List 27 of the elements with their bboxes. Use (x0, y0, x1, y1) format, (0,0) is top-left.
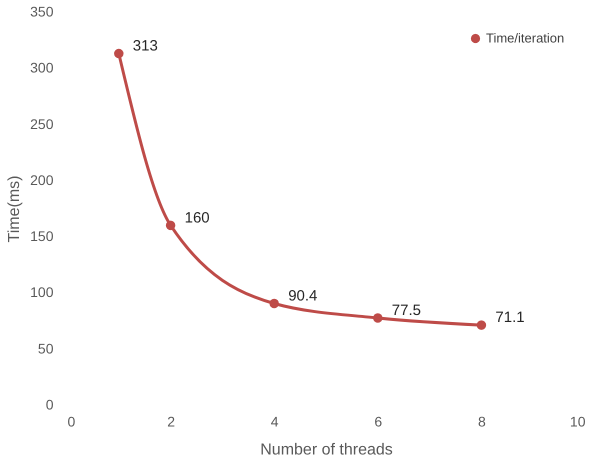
legend-label: Time/iteration (486, 30, 564, 46)
x-tick-label: 10 (570, 414, 586, 430)
x-tick-label: 4 (270, 414, 279, 430)
point (476, 320, 486, 330)
data-label: 90.4 (288, 287, 318, 304)
y-axis-title: Time(ms) (6, 176, 24, 242)
y-tick-label: 250 (30, 116, 54, 132)
y-tick-label: 50 (38, 340, 54, 356)
data-label: 313 (132, 38, 158, 55)
y-tick-label: 200 (30, 172, 54, 188)
point (114, 48, 124, 58)
point (373, 313, 383, 323)
y-tick-label: 350 (30, 4, 54, 20)
data-label: 160 (184, 209, 210, 226)
x-tick-label: 6 (374, 414, 382, 430)
x-tick-label: 8 (478, 414, 486, 430)
y-tick-label: 0 (46, 396, 54, 412)
x-tick-label: 0 (68, 414, 76, 430)
y-tick-label: 100 (30, 284, 54, 300)
x-tick-label: 2 (167, 414, 176, 430)
y-tick-label: 300 (30, 60, 54, 76)
point (269, 298, 279, 308)
point (166, 220, 176, 230)
y-tick-label: 150 (30, 228, 54, 244)
data-label: 77.5 (392, 302, 422, 319)
data-label: 71.1 (495, 309, 525, 326)
x-axis-title: Number of threads (260, 442, 393, 458)
